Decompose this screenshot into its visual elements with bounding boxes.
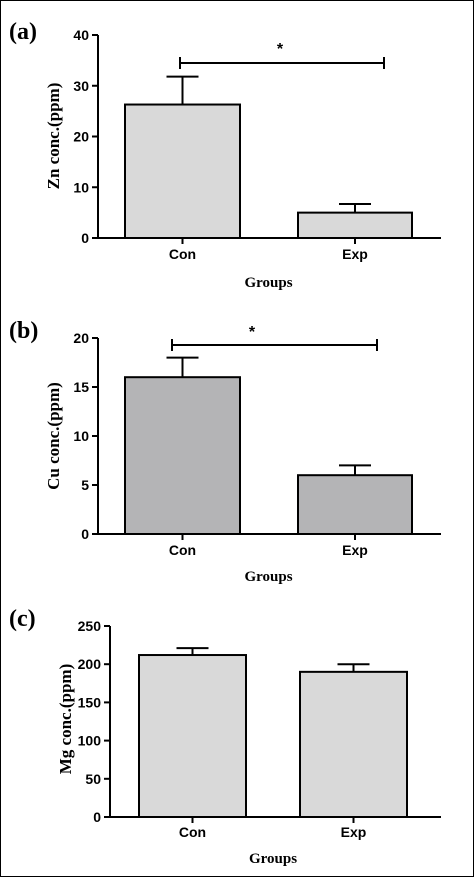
- panel-label: (b): [9, 318, 38, 344]
- y-tick-label: 10: [73, 179, 89, 195]
- y-tick-label: 0: [81, 526, 89, 542]
- y-tick-label: 250: [78, 618, 102, 634]
- y-axis-title: Cu conc.(ppm): [44, 382, 63, 490]
- bar: [297, 474, 413, 536]
- y-tick-label: 30: [73, 78, 89, 94]
- y-axis-title: Mg conc.(ppm): [56, 664, 75, 774]
- x-axis-title: Groups: [244, 275, 292, 291]
- y-tick-label: 150: [78, 694, 102, 710]
- bar: [124, 103, 241, 239]
- bar: [138, 654, 247, 818]
- y-tick-label: 100: [78, 733, 102, 749]
- x-category-label: Exp: [342, 542, 368, 558]
- x-axis-title: Groups: [249, 851, 297, 867]
- x-category-label: Exp: [342, 246, 368, 262]
- x-category-label: Con: [169, 542, 196, 558]
- bar: [299, 670, 408, 819]
- y-tick-label: 20: [73, 330, 89, 346]
- bar: [297, 211, 413, 239]
- y-axis-title: Zn conc.(ppm): [44, 83, 63, 190]
- x-axis-title: Groups: [244, 569, 292, 585]
- y-tick-label: 40: [73, 27, 89, 43]
- significance-marker: *: [249, 324, 256, 341]
- significance-marker: *: [277, 41, 284, 58]
- y-tick-label: 50: [85, 771, 101, 787]
- y-tick-label: 10: [73, 428, 89, 444]
- y-tick-label: 5: [81, 477, 89, 493]
- panel-label: (c): [9, 606, 36, 632]
- y-tick-label: 20: [73, 129, 89, 145]
- y-tick-label: 0: [93, 809, 101, 825]
- bar: [124, 376, 241, 536]
- x-category-label: Con: [179, 824, 206, 840]
- panel-label: (a): [9, 19, 37, 45]
- x-category-label: Con: [169, 246, 196, 262]
- y-tick-label: 0: [81, 230, 89, 246]
- y-tick-label: 15: [73, 379, 89, 395]
- y-tick-label: 200: [78, 656, 102, 672]
- x-category-label: Exp: [341, 824, 367, 840]
